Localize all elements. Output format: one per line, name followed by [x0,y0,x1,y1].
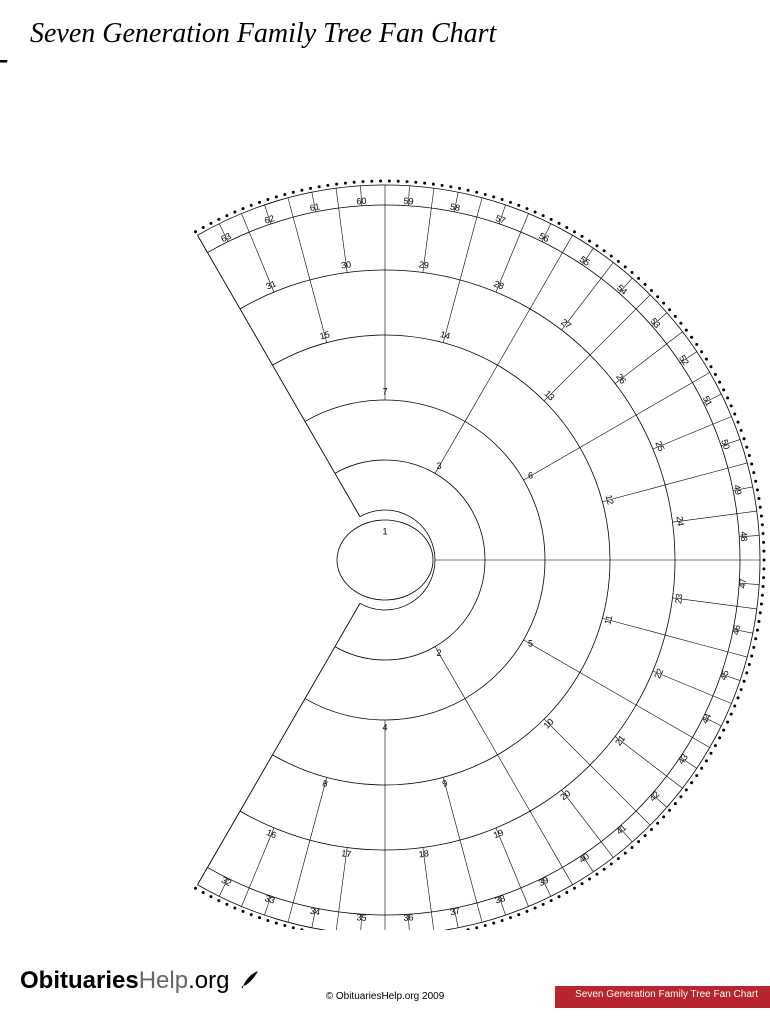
svg-text:62: 62 [263,213,276,226]
svg-text:46: 46 [731,624,743,636]
logo-suffix: .org [188,967,229,994]
svg-text:19: 19 [492,827,505,840]
footer-label-bar: Seven Generation Family Tree Fan Chart [555,986,770,1008]
svg-text:3: 3 [436,461,441,471]
svg-text:44: 44 [700,712,713,725]
svg-text:52: 52 [677,353,691,367]
svg-text:43: 43 [676,752,690,766]
logo: ObituariesHelp.org [20,967,262,996]
svg-text:37: 37 [449,906,461,918]
svg-text:5: 5 [528,638,533,648]
svg-text:12: 12 [604,494,616,506]
svg-text:64: 64 [0,60,5,64]
logo-bold: Obituaries [20,967,139,994]
svg-text:15: 15 [319,329,331,341]
svg-text:47: 47 [737,578,748,589]
svg-text:32: 32 [220,875,233,888]
svg-text:55: 55 [578,254,592,268]
svg-text:7: 7 [382,386,387,396]
svg-text:48: 48 [739,531,750,542]
svg-text:34: 34 [309,906,321,918]
svg-text:31: 31 [265,278,278,291]
svg-text:61: 61 [309,201,321,213]
svg-text:57: 57 [494,213,507,226]
svg-text:60: 60 [356,196,367,207]
svg-text:9: 9 [441,778,448,789]
svg-text:45: 45 [718,669,731,682]
svg-text:39: 39 [537,875,550,888]
svg-text:36: 36 [403,912,414,923]
svg-text:58: 58 [449,201,461,213]
svg-text:8: 8 [321,778,328,789]
svg-text:50: 50 [719,438,732,451]
svg-text:16: 16 [265,827,278,840]
svg-text:24: 24 [674,516,685,527]
svg-text:23: 23 [673,593,684,604]
svg-text:1: 1 [382,526,387,536]
svg-text:63: 63 [219,231,232,244]
svg-text:26: 26 [614,372,628,386]
svg-text:22: 22 [652,667,665,680]
svg-text:30: 30 [341,259,352,270]
svg-text:41: 41 [614,822,628,836]
leaf-icon [240,967,262,996]
svg-text:38: 38 [494,893,507,906]
svg-text:56: 56 [537,231,550,244]
svg-text:17: 17 [341,848,352,859]
fan-chart: 1327654151413121110983130292827262524232… [0,60,770,930]
svg-text:27: 27 [559,317,573,331]
footer: ObituariesHelp.org © ObituariesHelp.org … [0,964,770,1024]
logo-light: Help [139,967,188,994]
svg-text:28: 28 [492,278,505,291]
copyright: © ObituariesHelp.org 2009 [326,991,445,1002]
svg-text:2: 2 [436,648,441,658]
svg-text:51: 51 [701,394,714,407]
svg-text:18: 18 [418,848,429,859]
svg-text:11: 11 [602,614,614,626]
svg-text:14: 14 [439,329,451,341]
svg-text:20: 20 [558,788,572,802]
svg-text:40: 40 [577,851,591,865]
svg-text:42: 42 [647,789,661,803]
svg-text:4: 4 [382,722,387,732]
svg-text:49: 49 [732,484,744,496]
svg-text:53: 53 [648,316,662,330]
svg-text:35: 35 [356,912,367,923]
svg-text:25: 25 [653,440,666,453]
svg-text:6: 6 [528,470,533,480]
svg-text:21: 21 [613,733,627,747]
svg-text:59: 59 [403,196,414,207]
svg-text:54: 54 [615,283,629,297]
svg-text:33: 33 [263,893,276,906]
svg-text:29: 29 [418,259,429,270]
page-title: Seven Generation Family Tree Fan Chart [30,18,496,50]
